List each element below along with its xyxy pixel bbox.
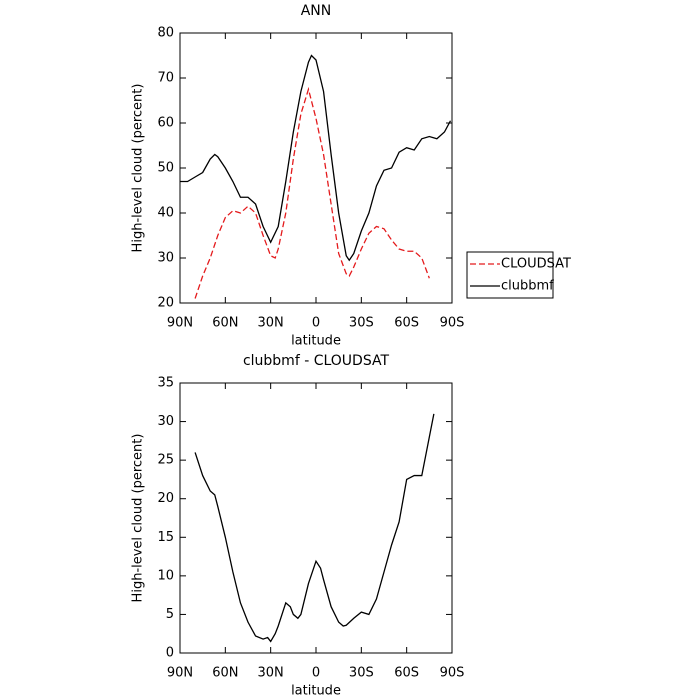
x-tick-label: 90N xyxy=(167,666,193,681)
y-tick-label: 0 xyxy=(166,646,174,661)
x-tick-label: 60N xyxy=(212,666,238,681)
y-tick-label: 60 xyxy=(157,116,174,131)
y-tick-label: 20 xyxy=(157,491,174,506)
y-axis-label: High-level cloud (percent) xyxy=(131,84,146,253)
x-axis-label: latitude xyxy=(291,684,341,699)
x-tick-label: 60N xyxy=(212,316,238,331)
x-tick-label: 0 xyxy=(312,316,320,331)
y-tick-label: 35 xyxy=(157,376,174,391)
y-tick-label: 30 xyxy=(157,251,174,266)
x-tick-label: 90N xyxy=(167,316,193,331)
data-line xyxy=(194,413,435,643)
y-tick-label: 5 xyxy=(166,607,174,622)
x-tick-label: 60S xyxy=(394,316,419,331)
y-tick-label: 80 xyxy=(157,26,174,41)
y-tick-label: 25 xyxy=(157,453,174,468)
x-tick-label: 30S xyxy=(349,316,374,331)
data-line xyxy=(194,86,430,299)
data-line xyxy=(180,54,452,262)
y-axis-label: High-level cloud (percent) xyxy=(131,434,146,603)
x-tick-label: 60S xyxy=(394,666,419,681)
plot-frame xyxy=(179,32,453,304)
legend-label: clubbmf xyxy=(501,279,554,294)
x-tick-label: 30S xyxy=(349,666,374,681)
chart-title: clubbmf - CLOUDSAT xyxy=(243,353,390,369)
x-axis-label: latitude xyxy=(291,334,341,349)
x-tick-label: 30N xyxy=(258,316,284,331)
x-tick-label: 90S xyxy=(440,666,465,681)
legend-box xyxy=(466,251,554,299)
y-tick-label: 40 xyxy=(157,206,174,221)
legend-label: CLOUDSAT xyxy=(501,257,571,272)
y-tick-label: 10 xyxy=(157,568,174,583)
x-tick-label: 30N xyxy=(258,666,284,681)
x-tick-label: 0 xyxy=(312,666,320,681)
y-tick-label: 20 xyxy=(157,296,174,311)
y-tick-label: 50 xyxy=(157,161,174,176)
y-tick-label: 15 xyxy=(157,530,174,545)
chart-title: ANN xyxy=(301,3,332,19)
y-tick-label: 70 xyxy=(157,71,174,86)
y-tick-label: 30 xyxy=(157,414,174,429)
x-tick-label: 90S xyxy=(440,316,465,331)
